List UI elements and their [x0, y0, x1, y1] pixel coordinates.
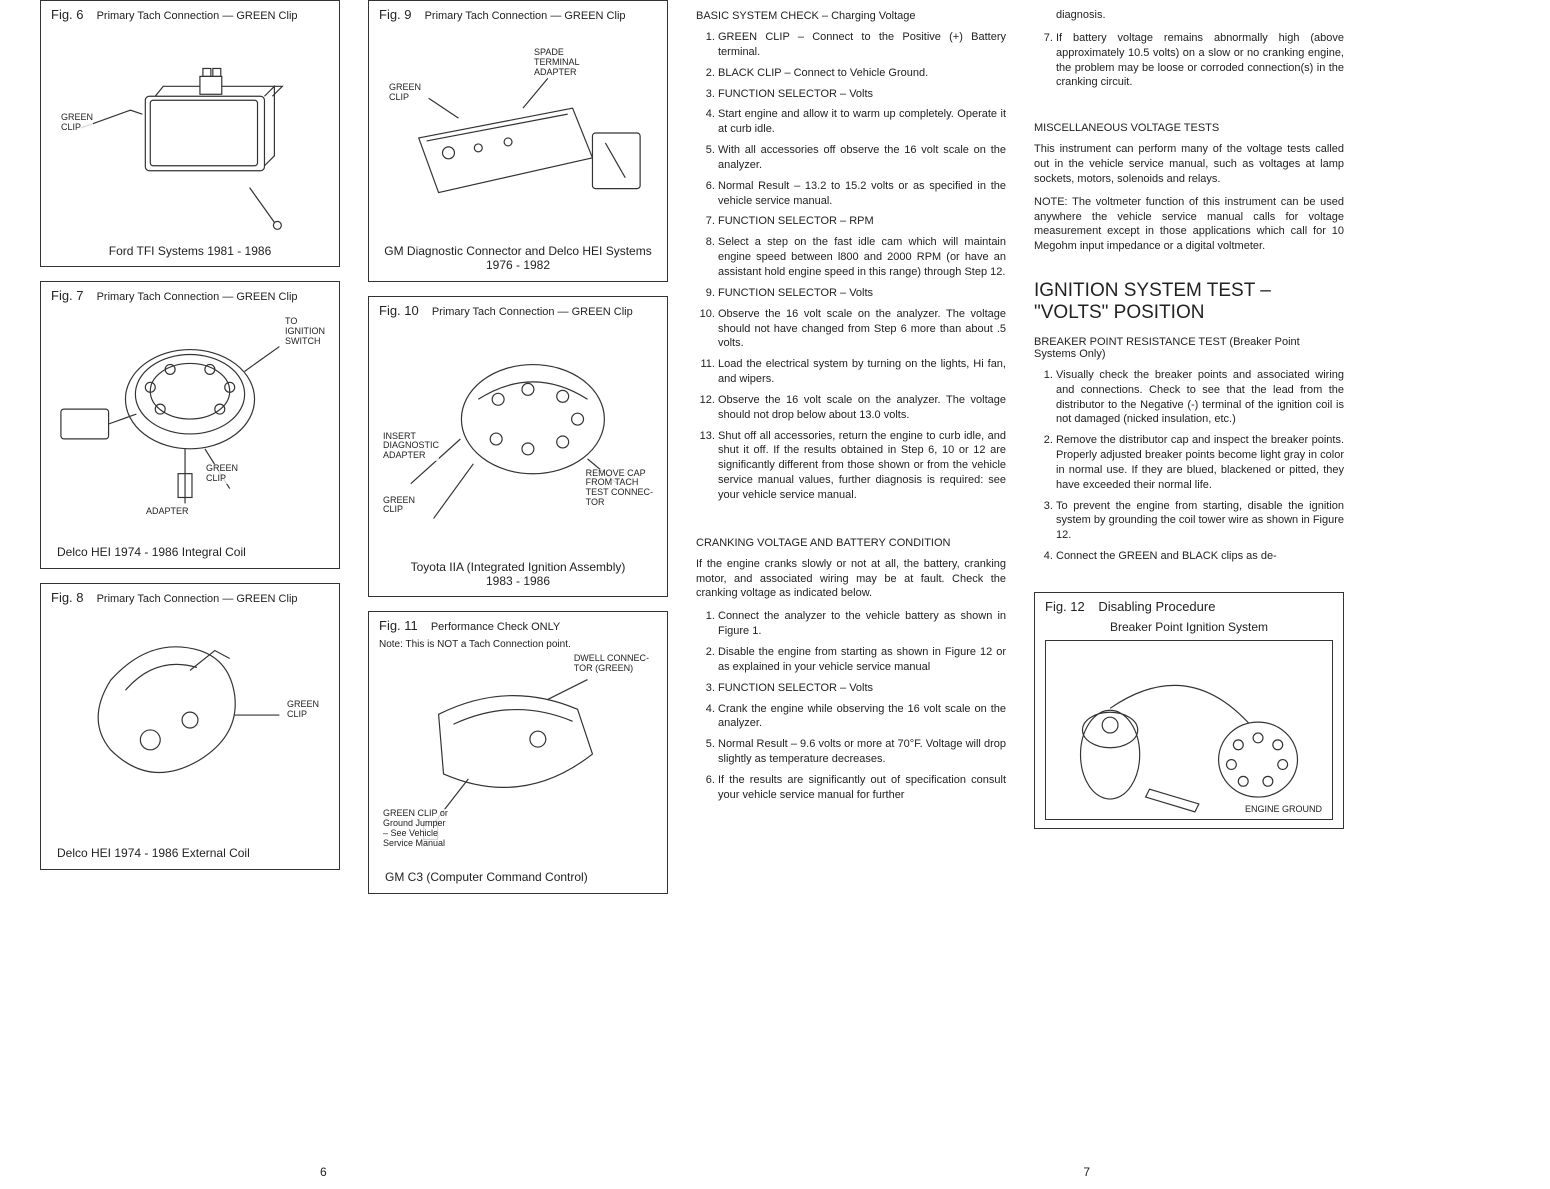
figure-8-num: Fig. 8 [51, 590, 84, 605]
heading-breaker-point: BREAKER POINT RESISTANCE TEST (Breaker P… [1034, 336, 1344, 360]
heading-misc-voltage: MISCELLANEOUS VOLTAGE TESTS [1034, 122, 1344, 134]
continuation-list: If battery voltage remains abnormally hi… [1034, 31, 1344, 96]
figure-7-header: Fig. 7 Primary Tach Connection — GREEN C… [51, 288, 329, 305]
figure-10-caption: Toyota IIA (Integrated Ignition Assembly… [379, 560, 657, 589]
list-item: Normal Result – 9.6 volts or more at 70°… [718, 737, 1006, 767]
column-4-text: diagnosis. If battery voltage remains ab… [1034, 0, 1344, 1189]
figure-9-title: Primary Tach Connection — GREEN Clip [425, 10, 626, 22]
list-item: FUNCTION SELECTOR – Volts [718, 87, 1006, 102]
page-number-left: 6 [320, 1165, 327, 1179]
figure-7-num: Fig. 7 [51, 288, 84, 303]
list-item: Visually check the breaker points and as… [1056, 368, 1344, 427]
figure-6-caption: Ford TFI Systems 1981 - 1986 [51, 244, 329, 258]
figure-11-num: Fig. 11 [379, 618, 418, 633]
figure-10-label-remove: REMOVE CAP FROM TACH TEST CONNEC- TOR [586, 469, 653, 509]
list-item: If battery voltage remains abnormally hi… [1056, 31, 1344, 90]
figure-12-illustration: ENGINE GROUND [1045, 640, 1333, 820]
list-item: Normal Result – 13.2 to 15.2 volts or as… [718, 179, 1006, 209]
figure-7-title: Primary Tach Connection — GREEN Clip [97, 291, 298, 303]
breaker-point-list: Visually check the breaker points and as… [1034, 368, 1344, 570]
list-item: Shut off all accessories, return the eng… [718, 429, 1006, 503]
list-item: FUNCTION SELECTOR – Volts [718, 681, 1006, 696]
list-item: Load the electrical system by turning on… [718, 357, 1006, 387]
figure-11: Fig. 11 Performance Check ONLY Note: Thi… [368, 611, 668, 893]
column-3-text: BASIC SYSTEM CHECK – Charging Voltage GR… [696, 0, 1006, 1189]
figure-9-label-spade: SPADE TERMINAL ADAPTER [534, 48, 580, 78]
heading-basic-system-check: BASIC SYSTEM CHECK – Charging Voltage [696, 10, 1006, 22]
figure-9-illustration: GREEN CLIP SPADE TERMINAL ADAPTER [379, 28, 657, 238]
page-number-right: 7 [1083, 1165, 1090, 1179]
list-item: FUNCTION SELECTOR – RPM [718, 214, 1006, 229]
figure-12: Fig. 12 Disabling Procedure Breaker Poin… [1034, 592, 1344, 829]
misc-voltage-p2: NOTE: The voltmeter function of this ins… [1034, 195, 1344, 254]
figure-11-title: Performance Check ONLY [431, 621, 560, 633]
figure-11-label-jumper: GREEN CLIP or Ground Jumper – See Vehicl… [383, 809, 448, 849]
figure-12-title: Disabling Procedure [1098, 599, 1215, 614]
figure-10: Fig. 10 Primary Tach Connection — GREEN … [368, 296, 668, 598]
figure-7-illustration: TO IGNITION SWITCH GREEN CLIP ADAPTER [51, 309, 329, 539]
misc-voltage-p1: This instrument can perform many of the … [1034, 142, 1344, 187]
figure-11-note: Note: This is NOT a Tach Connection poin… [379, 639, 657, 650]
list-item: BLACK CLIP – Connect to Vehicle Ground. [718, 66, 1006, 81]
figure-8-caption: Delco HEI 1974 - 1986 External Coil [51, 846, 329, 860]
continuation-diagnosis: diagnosis. [1034, 8, 1344, 23]
figure-8-header: Fig. 8 Primary Tach Connection — GREEN C… [51, 590, 329, 607]
figure-10-illustration: INSERT DIAGNOSTIC ADAPTER GREEN CLIP REM… [379, 324, 657, 554]
figure-11-caption: GM C3 (Computer Command Control) [379, 870, 657, 884]
list-item: GREEN CLIP – Connect to the Positive (+)… [718, 30, 1006, 60]
figure-6-label-greenclip: GREEN CLIP [61, 113, 93, 133]
figure-8-illustration: GREEN CLIP [51, 610, 329, 840]
figure-10-title: Primary Tach Connection — GREEN Clip [432, 306, 633, 318]
column-2-figures: Fig. 9 Primary Tach Connection — GREEN C… [368, 0, 668, 1189]
figure-6-header: Fig. 6 Primary Tach Connection — GREEN C… [51, 7, 329, 24]
figure-12-header: Fig. 12 Disabling Procedure [1045, 599, 1333, 616]
figure-6-illustration: GREEN CLIP [51, 28, 329, 238]
list-item: Connect the analyzer to the vehicle batt… [718, 609, 1006, 639]
figure-10-label-greenclip: GREEN CLIP [383, 496, 415, 516]
list-item: Observe the 16 volt scale on the analyze… [718, 393, 1006, 423]
figure-10-num: Fig. 10 [379, 303, 419, 318]
figure-9-label-greenclip: GREEN CLIP [389, 83, 421, 103]
list-item: Observe the 16 volt scale on the analyze… [718, 307, 1006, 352]
figure-11-header: Fig. 11 Performance Check ONLY [379, 618, 657, 635]
list-item: Select a step on the fast idle cam which… [718, 235, 1006, 280]
figure-12-subtitle: Breaker Point Ignition System [1045, 620, 1333, 634]
figure-12-num: Fig. 12 [1045, 599, 1085, 614]
basic-system-check-list: GREEN CLIP – Connect to the Positive (+)… [696, 30, 1006, 509]
cranking-list: Connect the analyzer to the vehicle batt… [696, 609, 1006, 808]
figure-6-num: Fig. 6 [51, 7, 84, 22]
figure-9-num: Fig. 9 [379, 7, 412, 22]
heading-ignition-system-test: IGNITION SYSTEM TEST – "VOLTS" POSITION [1034, 280, 1344, 324]
list-item: FUNCTION SELECTOR – Volts [718, 286, 1006, 301]
list-item: Remove the distributor cap and inspect t… [1056, 433, 1344, 492]
list-item: With all accessories off observe the 16 … [718, 143, 1006, 173]
figure-11-label-dwell: DWELL CONNEC- TOR (GREEN) [574, 654, 649, 674]
cranking-intro: If the engine cranks slowly or not at al… [696, 557, 1006, 602]
figure-9-header: Fig. 9 Primary Tach Connection — GREEN C… [379, 7, 657, 24]
figure-8: Fig. 8 Primary Tach Connection — GREEN C… [40, 583, 340, 870]
list-item: Crank the engine while observing the 16 … [718, 702, 1006, 732]
list-item: Disable the engine from starting as show… [718, 645, 1006, 675]
figure-6-title: Primary Tach Connection — GREEN Clip [97, 10, 298, 22]
figure-7-label-ignition: TO IGNITION SWITCH [285, 317, 325, 347]
list-item: Connect the GREEN and BLACK clips as de- [1056, 549, 1344, 564]
figure-11-illustration: DWELL CONNEC- TOR (GREEN) GREEN CLIP or … [379, 654, 657, 864]
list-item: Start engine and allow it to warm up com… [718, 107, 1006, 137]
figure-9: Fig. 9 Primary Tach Connection — GREEN C… [368, 0, 668, 282]
heading-cranking-voltage: CRANKING VOLTAGE AND BATTERY CONDITION [696, 537, 1006, 549]
figure-6: Fig. 6 Primary Tach Connection — GREEN C… [40, 0, 340, 267]
list-item: To prevent the engine from starting, dis… [1056, 499, 1344, 544]
figure-10-header: Fig. 10 Primary Tach Connection — GREEN … [379, 303, 657, 320]
figure-12-label-engine-ground: ENGINE GROUND [1245, 805, 1322, 815]
column-1-figures: Fig. 6 Primary Tach Connection — GREEN C… [40, 0, 340, 1189]
figure-9-caption: GM Diagnostic Connector and Delco HEI Sy… [379, 244, 657, 273]
figure-10-label-insert: INSERT DIAGNOSTIC ADAPTER [383, 432, 439, 462]
figure-7-label-adapter: ADAPTER [146, 507, 189, 517]
figure-8-title: Primary Tach Connection — GREEN Clip [97, 593, 298, 605]
figure-7-label-greenclip: GREEN CLIP [206, 464, 238, 484]
figure-8-label-greenclip: GREEN CLIP [287, 700, 319, 720]
figure-7-caption: Delco HEI 1974 - 1986 Integral Coil [51, 545, 329, 559]
list-item: If the results are significantly out of … [718, 773, 1006, 803]
figure-7: Fig. 7 Primary Tach Connection — GREEN C… [40, 281, 340, 568]
